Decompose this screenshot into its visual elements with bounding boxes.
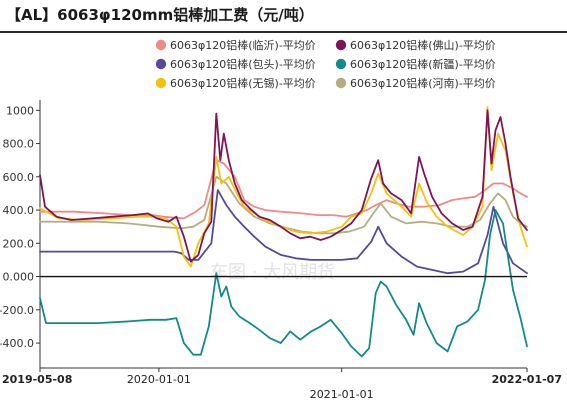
y-tick-label: -200.0 <box>0 304 34 317</box>
legend-label-1: 6063φ120铝棒(佛山)-平均价 <box>350 38 496 52</box>
y-tick-label: 600.0 <box>3 171 35 184</box>
series-line-0 <box>39 159 528 220</box>
series-layer <box>39 106 528 358</box>
legend-label-3: 6063φ120铝棒(新疆)-平均价 <box>350 57 496 71</box>
chart-legend: 6063φ120铝棒(临沂)-平均价 6063φ120铝棒(佛山)-平均价 6063… <box>155 38 496 90</box>
x-date-label: 2021-01-01 <box>310 388 374 400</box>
chart-title: 【AL】6063φ120mm铝棒加工费（元/吨） <box>6 6 314 24</box>
legend-marker-2 <box>155 58 167 70</box>
y-tick-label: 0.000 <box>3 271 35 284</box>
legend-label-0: 6063φ120铝棒(临沂)-平均价 <box>170 38 316 52</box>
y-tick-label: 800.0 <box>3 138 35 151</box>
legend-label-4: 6063φ120铝棒(无锡)-平均价 <box>170 76 316 90</box>
chart-axes: -400.0 -200.0 0.000 200.0 400.0 600.0 800.0 100… <box>0 100 562 400</box>
legend-marker-0 <box>155 39 167 51</box>
x-date-label: 2019-05-08 <box>2 373 72 386</box>
legend-marker-4 <box>155 77 167 89</box>
series-line-4 <box>39 106 528 268</box>
series-line-3 <box>39 209 528 358</box>
x-date-label: 2020-01-01 <box>127 373 191 386</box>
y-tick-label: -400.0 <box>0 337 34 350</box>
legend-label-2: 6063φ120铝棒(包头)-平均价 <box>170 57 316 71</box>
y-tick-label: 1000 <box>6 104 34 117</box>
legend-label-5: 6063φ120铝棒(河南)-平均价 <box>350 76 496 90</box>
legend-marker-5 <box>335 77 347 89</box>
series-line-1 <box>39 109 528 263</box>
series-line-2 <box>39 189 528 275</box>
y-tick-label: 200.0 <box>3 237 35 250</box>
legend-marker-1 <box>335 39 347 51</box>
title-divider <box>0 31 567 33</box>
x-date-label: 2022-01-07 <box>492 373 562 386</box>
legend-marker-3 <box>335 58 347 70</box>
watermark-text: 车图 · 大风期货 <box>210 262 335 283</box>
series-line-5 <box>39 175 528 235</box>
y-tick-label: 400.0 <box>3 204 35 217</box>
